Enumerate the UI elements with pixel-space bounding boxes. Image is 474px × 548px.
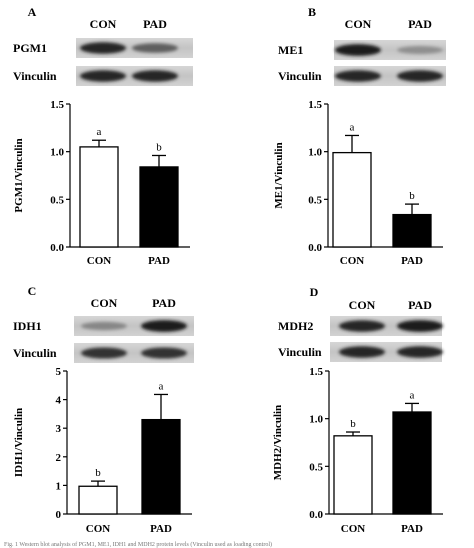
- x-category-label: PAD: [148, 255, 170, 267]
- blot-band: [80, 70, 126, 82]
- blot-band: [81, 347, 127, 359]
- y-axis-title: IDH1/Vinculin: [13, 408, 25, 477]
- panel-b: B CON PAD ME1 Vinculin 0.0 0.5 1.0 1.5 ME1/Vincul…: [273, 5, 446, 267]
- figure-caption: Fig. 1 Western blot analysis of PGM1, ME…: [4, 541, 272, 548]
- blot-row-label: Vinculin: [278, 345, 322, 359]
- blot-band: [397, 46, 443, 54]
- significance-letter: a: [159, 380, 164, 392]
- blot-band: [141, 347, 187, 359]
- bar-con: [79, 146, 119, 248]
- y-tick-label: 5: [56, 366, 62, 378]
- panel-a: A CON PAD PGM1 Vinculin 0.0 0.5 1.0 1.5 PGM1/Vinc…: [13, 5, 193, 267]
- significance-letter: a: [410, 389, 415, 401]
- caption-strip: Fig. 1 Western blot analysis of PGM1, ME…: [4, 541, 272, 548]
- blot-row-label: Vinculin: [13, 69, 57, 83]
- bar-con: [332, 151, 372, 248]
- significance-letter: a: [97, 126, 102, 138]
- bar-con: [333, 435, 373, 515]
- y-tick-label: 0.5: [50, 194, 64, 206]
- blot-lane-label: PAD: [152, 296, 176, 310]
- panel-b-letter: B: [308, 5, 316, 19]
- blot-row-label: PGM1: [13, 41, 47, 55]
- bar-pad: [139, 166, 179, 248]
- y-tick-label: 4: [56, 395, 62, 407]
- blot-band: [397, 320, 443, 332]
- y-axis-title: MDH2/Vinculin: [272, 405, 284, 480]
- panel-d: D CON PAD MDH2 Vinculin 0.0 0.5 1.0 1.5 MDH2/Vinc…: [272, 285, 443, 535]
- blot-band: [81, 321, 127, 331]
- blot-lane-label: CON: [90, 17, 117, 31]
- x-category-label: PAD: [150, 523, 172, 535]
- significance-letter: b: [156, 141, 162, 153]
- blot-lane-label: PAD: [408, 298, 432, 312]
- y-tick-label: 2: [56, 452, 62, 464]
- y-tick-label: 1: [56, 480, 62, 492]
- blot-lane-label: PAD: [408, 17, 432, 31]
- bar-pad: [141, 418, 181, 515]
- blot-band: [339, 320, 385, 332]
- y-tick-label: 0.5: [309, 461, 323, 473]
- x-category-label: CON: [341, 523, 366, 535]
- x-category-label: PAD: [401, 255, 423, 267]
- blot-band: [397, 70, 443, 82]
- panel-c: C CON PAD IDH1 Vinculin 0 1 2 3 4 5 IDH1/Vinculin b C…: [13, 284, 194, 535]
- x-category-label: PAD: [401, 523, 423, 535]
- x-category-label: CON: [340, 255, 365, 267]
- y-tick-label: 1.5: [308, 99, 322, 111]
- blot-band: [141, 320, 187, 332]
- y-tick-label: 1.0: [50, 147, 64, 159]
- significance-letter: b: [409, 190, 415, 202]
- blot-lane-label: CON: [349, 298, 376, 312]
- blot-band: [80, 42, 126, 54]
- panel-a-letter: A: [28, 5, 37, 19]
- y-tick-label: 1.0: [308, 147, 322, 159]
- blot-lane-label: CON: [91, 296, 118, 310]
- blot-band: [339, 346, 385, 358]
- blot-band: [132, 43, 178, 53]
- y-tick-label: 1.0: [309, 414, 323, 426]
- blot-row-label: Vinculin: [13, 346, 57, 360]
- y-tick-label: 0.0: [50, 242, 64, 254]
- y-tick-label: 1.5: [309, 366, 323, 378]
- blot-band: [132, 70, 178, 82]
- blot-band: [335, 70, 381, 82]
- y-tick-label: 0.5: [308, 194, 322, 206]
- y-axis-title: ME1/Vinculin: [273, 142, 285, 208]
- y-tick-label: 1.5: [50, 99, 64, 111]
- x-category-label: CON: [87, 255, 112, 267]
- x-category-label: CON: [86, 523, 111, 535]
- bar-con: [78, 485, 118, 515]
- y-tick-label: 0.0: [308, 242, 322, 254]
- y-axis-title: PGM1/Vinculin: [13, 138, 25, 212]
- blot-lane-label: PAD: [143, 17, 167, 31]
- blot-row-label: ME1: [278, 43, 303, 57]
- blot-row-label: Vinculin: [278, 69, 322, 83]
- blot-row-label: IDH1: [13, 319, 42, 333]
- blot-row-label: MDH2: [278, 319, 313, 333]
- bar-pad: [392, 411, 432, 515]
- significance-letter: b: [95, 467, 101, 479]
- panel-c-letter: C: [28, 284, 37, 298]
- y-tick-label: 0.0: [309, 509, 323, 521]
- blot-lane-label: CON: [345, 17, 372, 31]
- blot-band: [335, 44, 381, 56]
- significance-letter: b: [350, 418, 356, 430]
- blot-band: [397, 346, 443, 358]
- panel-d-letter: D: [310, 285, 319, 299]
- significance-letter: a: [350, 121, 355, 133]
- y-tick-label: 3: [56, 423, 62, 435]
- bar-pad: [392, 213, 432, 248]
- y-tick-label: 0: [56, 509, 62, 521]
